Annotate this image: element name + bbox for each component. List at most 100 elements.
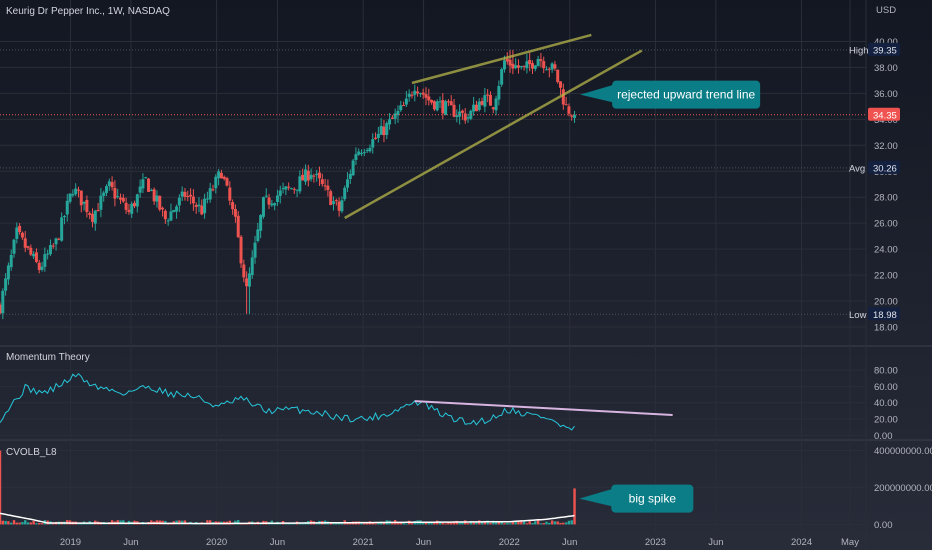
candle[interactable]: [203, 198, 207, 214]
candle[interactable]: [326, 185, 330, 191]
candle[interactable]: [141, 179, 145, 189]
candle[interactable]: [407, 93, 411, 97]
candle[interactable]: [458, 111, 462, 117]
candle[interactable]: [259, 215, 263, 231]
candle[interactable]: [149, 189, 153, 191]
candle[interactable]: [455, 115, 459, 118]
candle[interactable]: [250, 257, 254, 276]
candle[interactable]: [261, 197, 265, 217]
candle[interactable]: [530, 63, 534, 69]
candle[interactable]: [1, 290, 5, 314]
candle[interactable]: [217, 171, 221, 179]
price-axis[interactable]: 2019 Jun 2020 Jun 2021 Jun 2022 Jun 2023 Jun 2024 M…: [60, 37, 932, 548]
candle[interactable]: [135, 194, 139, 207]
candle[interactable]: [418, 93, 422, 95]
candle[interactable]: [104, 186, 108, 193]
candle[interactable]: [396, 110, 400, 116]
candle[interactable]: [382, 126, 386, 136]
candle[interactable]: [362, 152, 366, 154]
candle[interactable]: [43, 254, 47, 267]
candle[interactable]: [410, 94, 414, 96]
candle[interactable]: [110, 181, 114, 188]
candle[interactable]: [466, 117, 470, 119]
candle[interactable]: [222, 176, 226, 179]
candle[interactable]: [253, 242, 257, 258]
candle[interactable]: [460, 110, 464, 113]
annotation-trend-line[interactable]: rejected upward trend line: [580, 80, 761, 109]
candle[interactable]: [536, 58, 540, 67]
candle[interactable]: [545, 69, 549, 71]
candle[interactable]: [332, 201, 336, 204]
candle[interactable]: [452, 104, 456, 117]
candle[interactable]: [343, 187, 347, 200]
candle[interactable]: [119, 197, 123, 200]
candle[interactable]: [152, 189, 156, 202]
momentum-line[interactable]: [0, 372, 575, 431]
cvol-pane[interactable]: big spike: [0, 450, 694, 525]
candle[interactable]: [539, 59, 543, 61]
candle[interactable]: [133, 202, 137, 207]
candle[interactable]: [500, 69, 504, 85]
candle[interactable]: [306, 170, 310, 181]
candle[interactable]: [486, 94, 490, 96]
candle[interactable]: [158, 195, 162, 210]
candle[interactable]: [12, 239, 16, 254]
candle[interactable]: [186, 195, 190, 197]
candle[interactable]: [374, 137, 378, 139]
candle[interactable]: [301, 174, 305, 181]
candle[interactable]: [567, 106, 571, 114]
candle[interactable]: [435, 101, 439, 111]
candle[interactable]: [205, 198, 209, 200]
candle[interactable]: [334, 200, 338, 202]
candle[interactable]: [130, 203, 134, 214]
candle[interactable]: [371, 139, 375, 148]
candle[interactable]: [34, 252, 38, 262]
candle[interactable]: [208, 188, 212, 200]
candle[interactable]: [340, 200, 344, 212]
candle[interactable]: [74, 188, 78, 195]
candle[interactable]: [309, 174, 313, 180]
candle[interactable]: [127, 209, 131, 212]
candle[interactable]: [292, 188, 296, 190]
momentum-pane[interactable]: [0, 372, 673, 431]
candle[interactable]: [68, 193, 72, 202]
candle[interactable]: [46, 253, 50, 255]
candle[interactable]: [284, 186, 288, 190]
annotation-big-spike[interactable]: big spike: [579, 484, 694, 513]
candle[interactable]: [514, 65, 518, 68]
candle[interactable]: [522, 65, 526, 67]
candle[interactable]: [96, 209, 100, 212]
candle[interactable]: [40, 266, 44, 270]
trend-line[interactable]: [344, 49, 643, 220]
candle[interactable]: [289, 188, 293, 190]
candle[interactable]: [553, 64, 557, 69]
candle[interactable]: [194, 204, 198, 208]
candle[interactable]: [32, 254, 36, 257]
candle[interactable]: [76, 189, 80, 191]
candle[interactable]: [390, 117, 394, 119]
candle[interactable]: [570, 115, 574, 117]
candle[interactable]: [346, 179, 350, 188]
candle[interactable]: [559, 81, 563, 88]
candle[interactable]: [295, 189, 299, 191]
candle[interactable]: [430, 99, 434, 103]
candle[interactable]: [20, 232, 24, 238]
candle[interactable]: [124, 202, 128, 210]
candle[interactable]: [231, 202, 235, 210]
price-pane[interactable]: rejected upward trend line: [0, 33, 866, 320]
candle[interactable]: [138, 186, 142, 193]
candle[interactable]: [113, 187, 117, 199]
candle[interactable]: [404, 98, 408, 105]
candle[interactable]: [219, 172, 223, 179]
candle[interactable]: [48, 245, 52, 255]
candle[interactable]: [214, 176, 218, 189]
candle[interactable]: [245, 278, 249, 287]
candle[interactable]: [379, 125, 383, 135]
candle[interactable]: [533, 65, 537, 69]
candle[interactable]: [247, 273, 251, 287]
candle[interactable]: [505, 58, 509, 62]
candle[interactable]: [388, 119, 392, 125]
candle[interactable]: [463, 113, 467, 121]
candle[interactable]: [491, 107, 495, 110]
